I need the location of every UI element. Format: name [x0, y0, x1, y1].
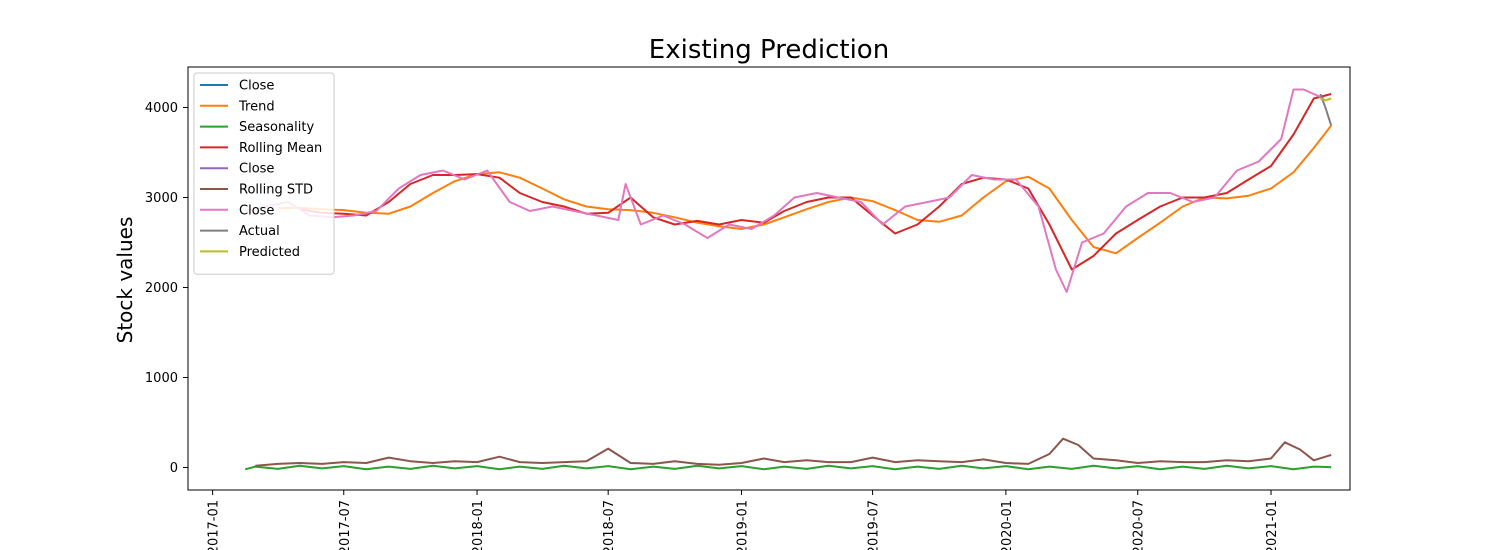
chart-title: Existing Prediction [649, 35, 889, 65]
y-tick-label: 4000 [145, 101, 178, 116]
x-tick-label: 2020-01 [1000, 500, 1015, 550]
legend-label: Close [239, 203, 274, 218]
y-tick-label: 2000 [145, 281, 178, 296]
y-axis-label: Stock values [113, 217, 137, 344]
series-line-5 [255, 437, 1332, 467]
series-layer [244, 88, 1333, 471]
x-axis: 2017-01 2017-07 2018-01 2018-07 2019-01 2019-… [207, 490, 1280, 550]
legend: Close Trend Seasonality Rolling Mean Close Ro… [193, 72, 335, 275]
legend-label: Trend [238, 99, 275, 114]
x-tick-label: 2017-07 [338, 500, 353, 550]
x-tick-label: 2017-01 [207, 500, 222, 550]
legend-label: Close [239, 79, 274, 94]
legend-label: Actual [239, 224, 280, 239]
y-axis: 0 1000 2000 3000 4000 [145, 101, 188, 476]
x-tick-label: 2019-01 [735, 500, 750, 550]
legend-label: Close [239, 162, 274, 177]
legend-label: Rolling STD [239, 183, 313, 198]
y-tick-label: 0 [170, 461, 178, 476]
x-tick-label: 2018-07 [602, 500, 617, 550]
x-tick-label: 2019-07 [867, 500, 882, 550]
series-line-8 [1319, 97, 1332, 102]
legend-box [193, 72, 335, 275]
x-tick-label: 2018-01 [471, 500, 486, 550]
y-tick-label: 1000 [145, 371, 178, 386]
legend-label: Predicted [239, 245, 300, 260]
series-line-6 [244, 88, 1325, 293]
plot-frame [187, 66, 1351, 491]
series-line-2 [244, 464, 1332, 471]
legend-label: Seasonality [239, 120, 314, 135]
x-tick-label: 2020-07 [1132, 500, 1147, 550]
legend-label: Rolling Mean [239, 141, 322, 156]
y-tick-label: 3000 [145, 191, 178, 206]
x-tick-label: 2021-01 [1265, 500, 1280, 550]
series-line-3 [299, 93, 1332, 271]
series-line-1 [277, 124, 1332, 255]
